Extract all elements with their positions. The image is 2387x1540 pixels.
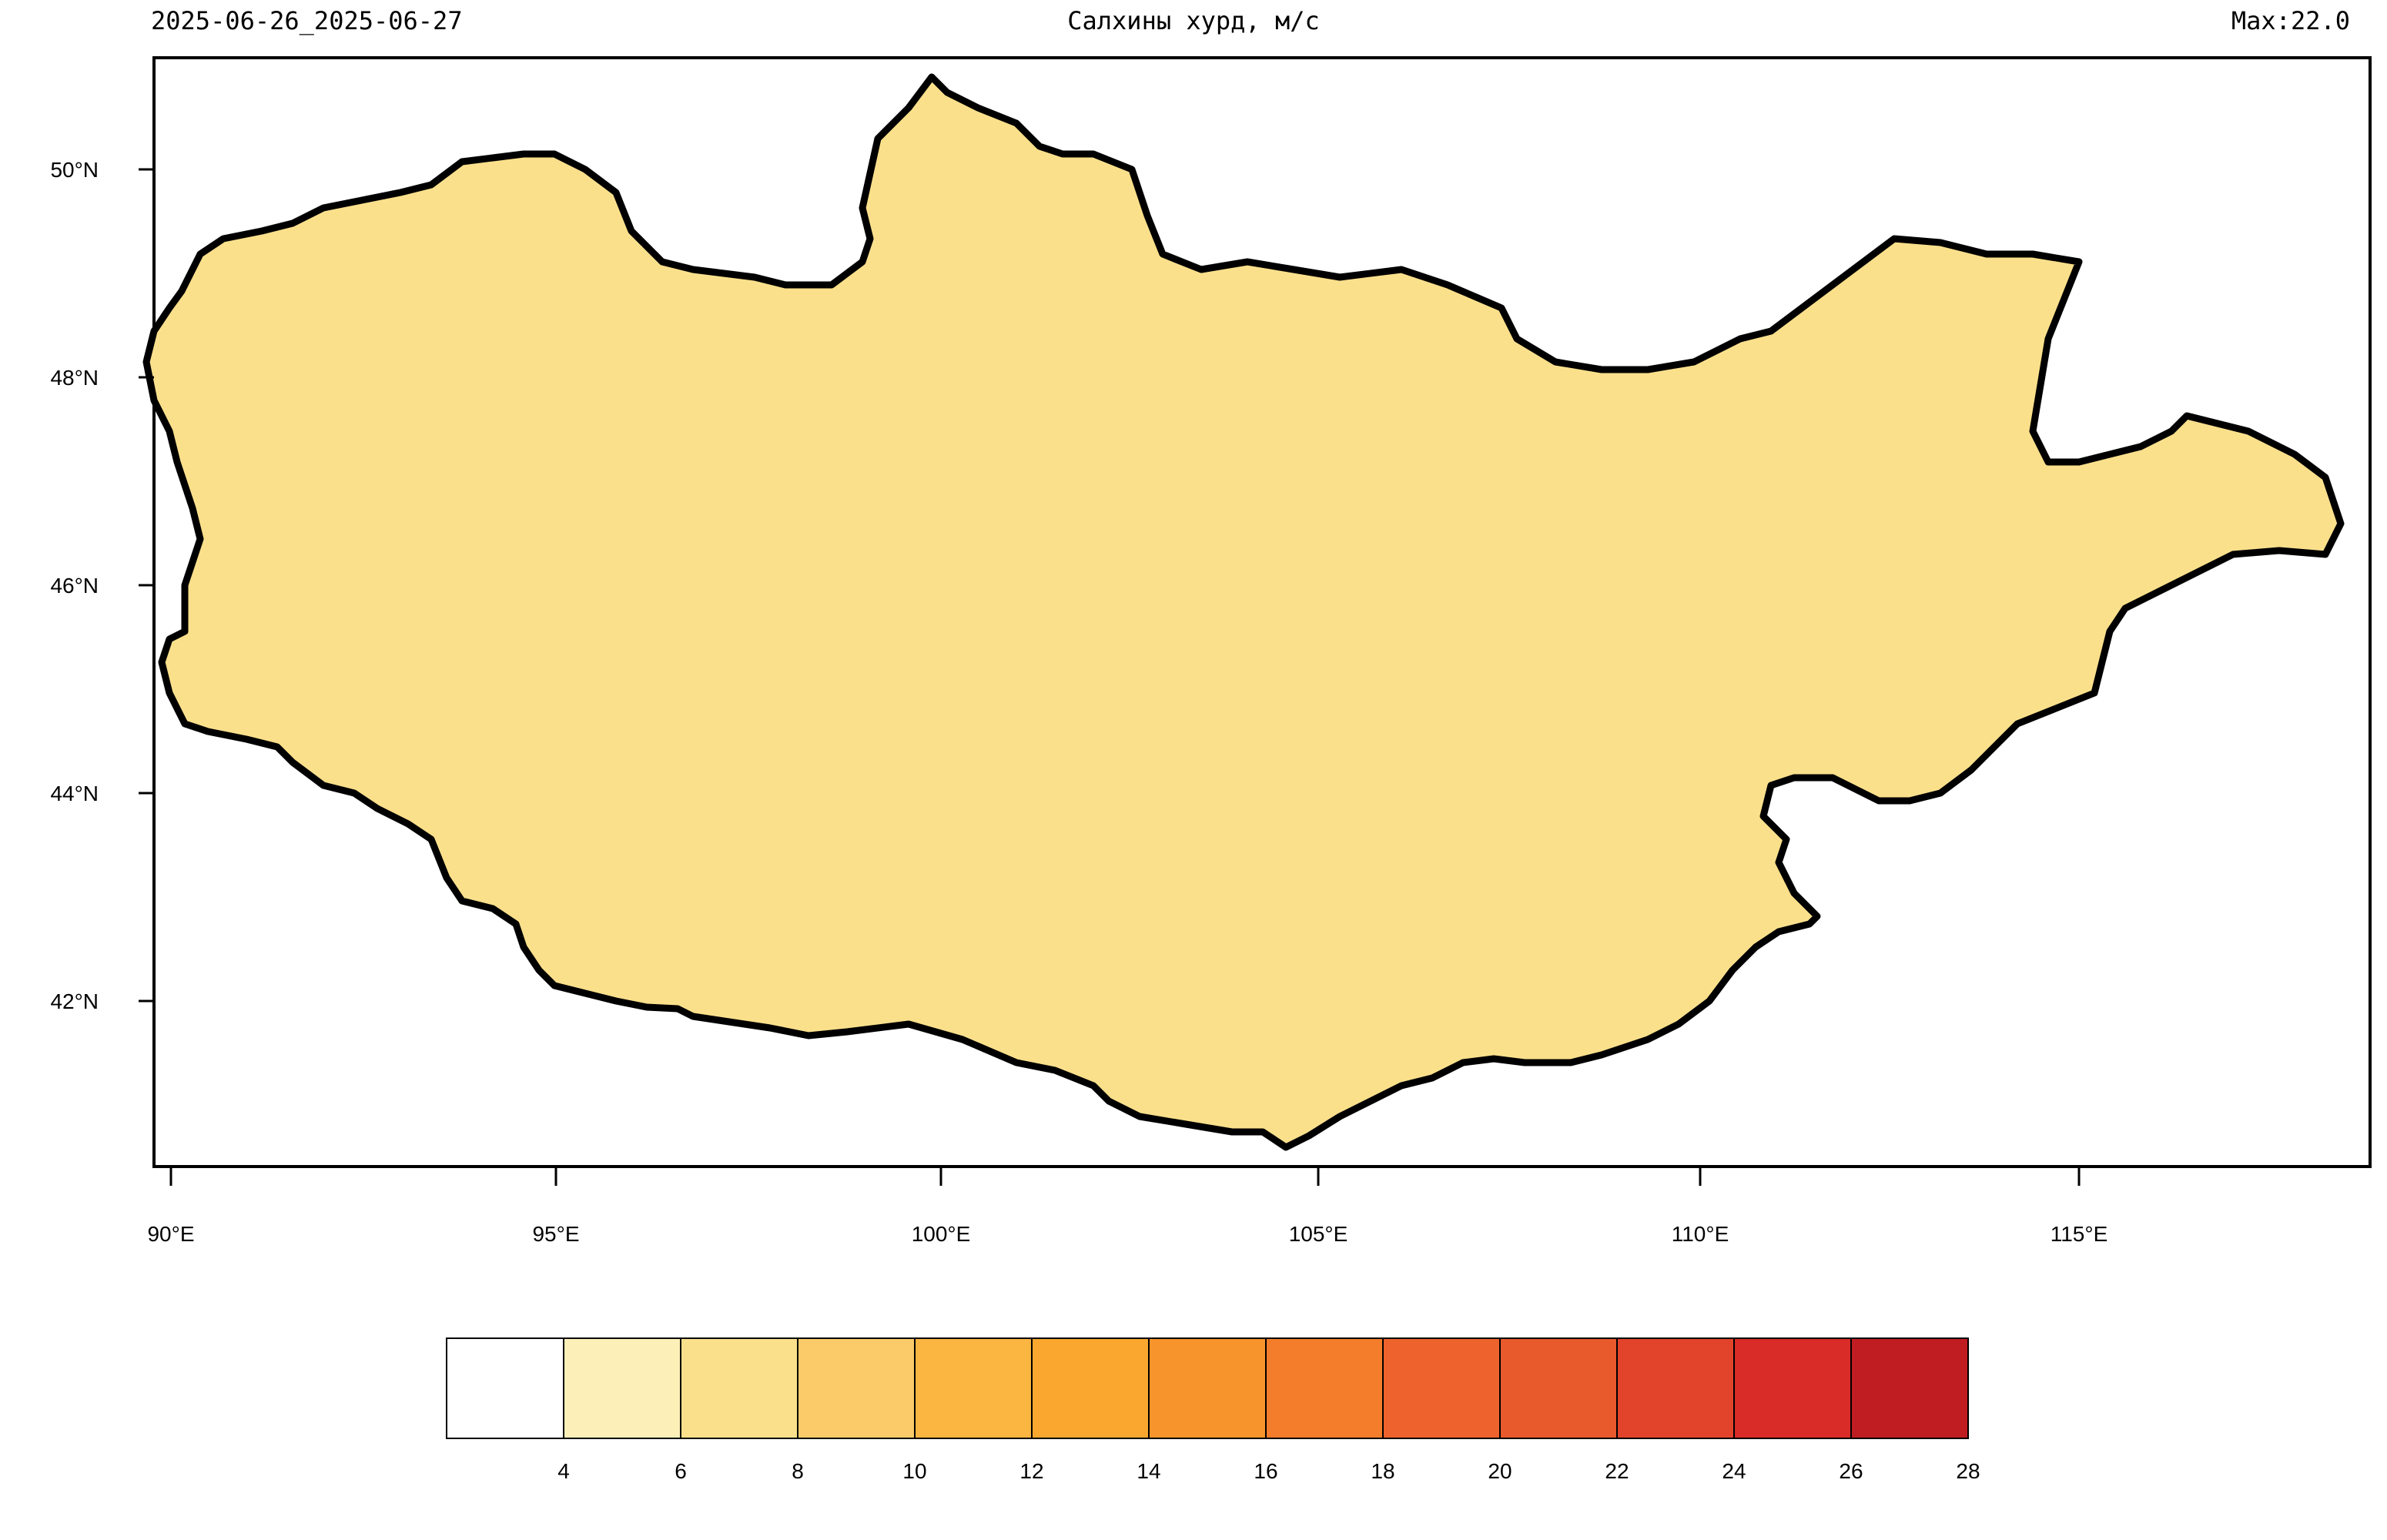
colorbar-swatch — [1148, 1337, 1267, 1439]
lon-label-105: 105°E — [1289, 1222, 1348, 1246]
colorbar-level-label: 22 — [1605, 1459, 1629, 1483]
lon-label-90: 90°E — [147, 1222, 194, 1246]
lon-label-100: 100°E — [912, 1222, 971, 1246]
colorbar-level-label: 10 — [902, 1459, 926, 1483]
colorbar-level-label: 4 — [557, 1459, 570, 1483]
lat-label-50: 50°N — [50, 158, 99, 182]
colorbar-level-label: 6 — [675, 1459, 687, 1483]
lat-label-42: 42°N — [50, 989, 99, 1013]
colorbar-swatch — [1382, 1337, 1501, 1439]
max-value-label: Max:22.0 — [2231, 6, 2350, 35]
colorbar-level-label: 16 — [1254, 1459, 1277, 1483]
colorbar-level-label: 14 — [1137, 1459, 1160, 1483]
colorbar-level-label: 20 — [1488, 1459, 1512, 1483]
colorbar-swatch — [914, 1337, 1033, 1439]
lat-label-48: 48°N — [50, 366, 99, 390]
lon-label-95: 95°E — [532, 1222, 579, 1246]
date-range: 2025-06-26_2025-06-27 — [151, 6, 463, 35]
colorbar-level-label: 12 — [1019, 1459, 1043, 1483]
colorbar-swatch — [1850, 1337, 1969, 1439]
colorbar-swatch — [1031, 1337, 1150, 1439]
colorbar-swatch — [680, 1337, 798, 1439]
colorbar-swatch — [1616, 1337, 1735, 1439]
lon-label-115: 115°E — [2051, 1222, 2108, 1246]
colorbar-level-label: 24 — [1722, 1459, 1746, 1483]
lat-label-46: 46°N — [50, 574, 99, 598]
colorbar-level-label: 26 — [1839, 1459, 1863, 1483]
map-title: Салхины хурд, м/с — [1067, 6, 1320, 35]
lon-axis: 90°E 95°E 100°E 105°E 110°E 115°E — [147, 1167, 2107, 1246]
lon-label-110: 110°E — [1672, 1222, 1729, 1246]
lat-label-44: 44°N — [50, 782, 99, 805]
colorbar-swatch — [797, 1337, 916, 1439]
colorbar-swatch — [1733, 1337, 1852, 1439]
colorbar-level-label: 18 — [1371, 1459, 1394, 1483]
colorbar-level-label: 8 — [792, 1459, 804, 1483]
colorbar-swatch — [1499, 1337, 1618, 1439]
colorbar-swatch — [446, 1337, 564, 1439]
colorbar-swatch — [1265, 1337, 1384, 1439]
lat-axis: 50°N 48°N 46°N 44°N 42°N — [50, 158, 154, 1013]
colorbar: 4 6 8 10 12 14 16 18 20 22 24 26 28 — [446, 1337, 1980, 1483]
colorbar-swatch — [563, 1337, 681, 1439]
colorbar-level-label: 28 — [1956, 1459, 1980, 1483]
